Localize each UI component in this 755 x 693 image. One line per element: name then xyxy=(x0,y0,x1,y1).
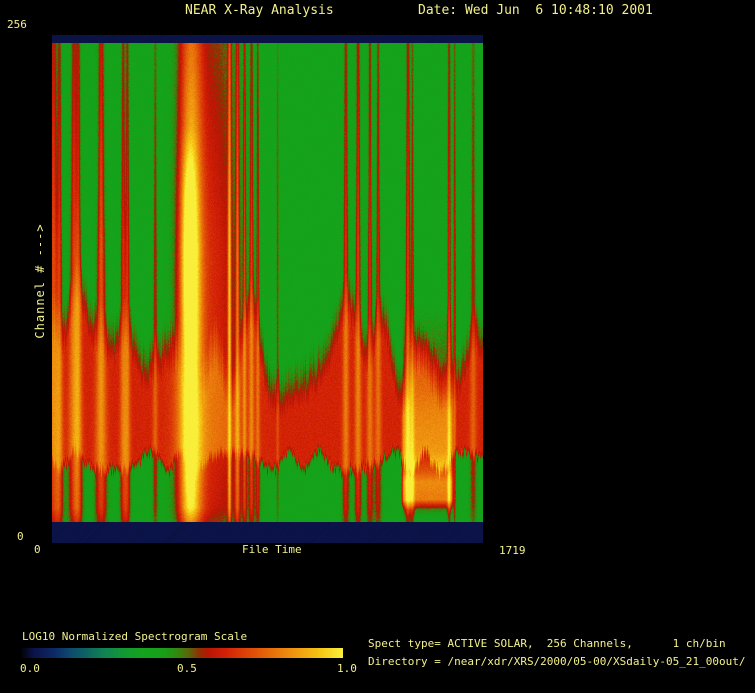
colorbar-title: LOG10 Normalized Spectrogram Scale xyxy=(22,630,248,643)
x-axis-max-label: 1719 xyxy=(499,544,526,557)
y-axis-min-label: 0 xyxy=(17,530,24,543)
colorbar-tick-mid: 0.5 xyxy=(177,662,197,675)
spect-type-label: Spect type= ACTIVE SOLAR, 256 Channels, … xyxy=(368,637,726,650)
x-axis-min-label: 0 xyxy=(34,543,41,556)
timestamp-label: Date: Wed Jun 6 10:48:10 2001 xyxy=(418,3,653,18)
x-axis-title: File Time xyxy=(242,543,302,556)
y-axis-max-label: 256 xyxy=(7,18,27,31)
spectrogram-canvas xyxy=(52,35,483,543)
colorbar-tick-max: 1.0 xyxy=(337,662,357,675)
colorbar-tick-min: 0.0 xyxy=(20,662,40,675)
colorbar-gradient xyxy=(22,648,343,658)
app-title: NEAR X-Ray Analysis xyxy=(185,3,334,18)
directory-label: Directory = /near/xdr/XRS/2000/05-00/XSd… xyxy=(368,655,746,668)
y-axis-title: Channel # ---> xyxy=(33,223,47,339)
